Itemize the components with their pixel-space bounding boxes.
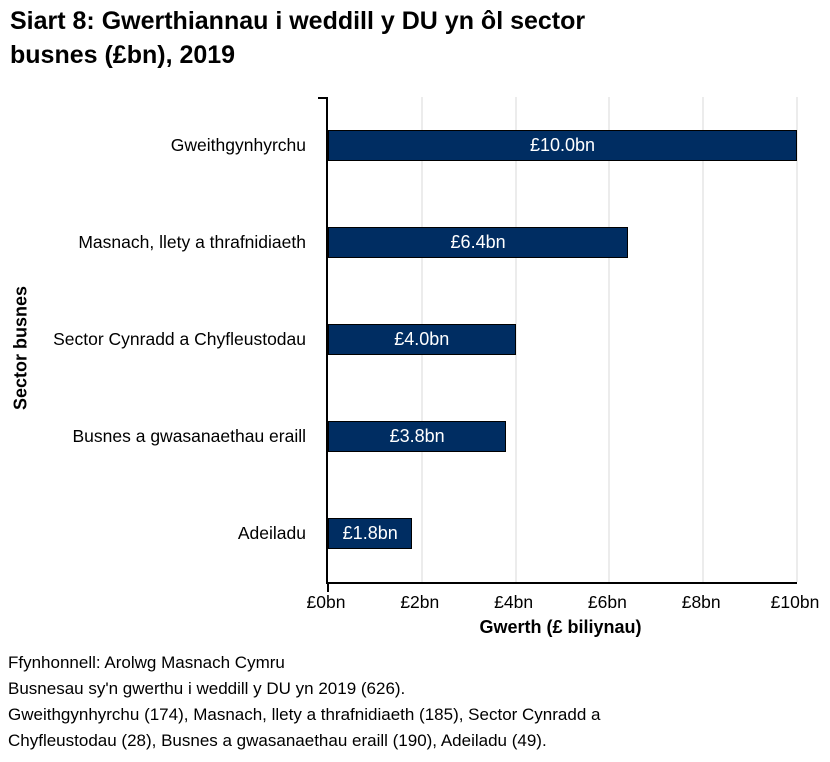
bar-row: £1.8bn [328,485,797,582]
x-axis-tick-labels: £0bn £2bn £4bn £6bn £8bn £10bn [307,592,820,614]
y-category-labels: Gweithgynhyrchu Masnach, llety a thrafni… [0,97,316,582]
bar-masnach-llety-thrafnidiaeth: £6.4bn [328,227,629,258]
footer-note-line: Busnesau sy'n gwerthu i weddill y DU yn … [8,679,406,698]
x-axis-tick [327,584,329,592]
gridline [515,97,517,582]
chart-title: Siart 8: Gwerthiannau i weddill y DU yn … [10,7,586,69]
category-label: Sector Cynradd a Chyfleustodau [53,329,306,349]
bar-value-label: £3.8bn [389,426,445,446]
category-label: Gweithgynhyrchu [170,135,306,155]
bar-row: £4.0bn [328,291,797,388]
x-tick-label: £2bn [400,592,440,612]
x-tick-label: £10bn [770,592,820,612]
x-tick-label: £0bn [306,592,346,612]
bar-value-label: £10.0bn [529,135,596,155]
gridline [796,97,798,582]
bar-value-label: £6.4bn [450,232,506,252]
category-label: Adeiladu [237,523,306,543]
gridline [608,97,610,582]
x-tick-label: £4bn [494,592,534,612]
bar-value-label: £1.8bn [342,523,398,543]
bar-row: £6.4bn [328,194,797,291]
x-tick-label: £6bn [587,592,627,612]
footer-notes: Ffynhonnell: Arolwg Masnach Cymru Busnes… [8,650,600,754]
footer-source-line: Ffynhonnell: Arolwg Masnach Cymru [8,653,285,672]
gridline [702,97,704,582]
bar-gweithgynhyrchu: £10.0bn [328,130,797,161]
y-axis-tick [318,97,326,99]
bar-row: £3.8bn [328,388,797,485]
bar-sector-cynradd-chyfleustodau: £4.0bn [328,324,516,355]
bar-row: £10.0bn [328,97,797,194]
category-label: Masnach, llety a thrafnidiaeth [78,232,306,252]
plot-area: £10.0bn £6.4bn £4.0bn £3.8bn £1. [318,97,798,592]
bar-adeiladu: £1.8bn [328,518,413,549]
bar-value-label: £4.0bn [394,329,450,349]
category-label: Busnes a gwasanaethau eraill [72,426,307,446]
x-axis-title: Gwerth (£ biliynau) [479,617,642,637]
bar-busnes-gwasanaethau-eraill: £3.8bn [328,421,507,452]
footer-note-line: Chyfleustodau (28), Busnes a gwasanaetha… [8,731,547,750]
footer-note-line: Gweithgynhyrchu (174), Masnach, llety a … [8,705,601,724]
bar-series: £10.0bn £6.4bn £4.0bn £3.8bn £1. [328,97,797,582]
y-axis-title: Sector busnes [10,285,31,411]
x-tick-label: £8bn [681,592,721,612]
